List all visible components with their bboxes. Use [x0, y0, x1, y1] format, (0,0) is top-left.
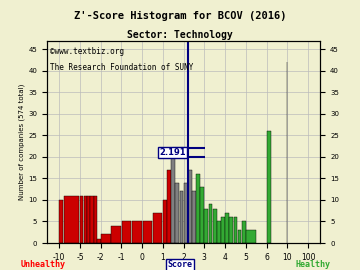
- Bar: [221, 217, 225, 243]
- Bar: [196, 174, 200, 243]
- Bar: [90, 195, 94, 243]
- Bar: [267, 131, 271, 243]
- Bar: [234, 217, 237, 243]
- Bar: [225, 213, 229, 243]
- Bar: [122, 221, 131, 243]
- Bar: [167, 170, 171, 243]
- Text: The Research Foundation of SUNY: The Research Foundation of SUNY: [50, 63, 193, 72]
- Bar: [204, 208, 208, 243]
- Bar: [153, 213, 162, 243]
- Text: Unhealthy: Unhealthy: [21, 260, 66, 269]
- Bar: [132, 221, 142, 243]
- Bar: [171, 157, 175, 243]
- Bar: [112, 226, 121, 243]
- Text: 2.191: 2.191: [159, 148, 186, 157]
- Bar: [87, 195, 90, 243]
- Bar: [64, 195, 79, 243]
- Bar: [246, 230, 256, 243]
- Bar: [84, 195, 87, 243]
- Bar: [143, 221, 152, 243]
- Text: Healthy: Healthy: [296, 260, 331, 269]
- Bar: [201, 187, 204, 243]
- Bar: [209, 204, 212, 243]
- Bar: [59, 200, 63, 243]
- Text: Z'-Score Histogram for BCOV (2016): Z'-Score Histogram for BCOV (2016): [74, 11, 286, 21]
- Bar: [94, 195, 97, 243]
- Bar: [242, 221, 246, 243]
- Bar: [184, 183, 188, 243]
- Bar: [238, 230, 242, 243]
- Bar: [188, 170, 192, 243]
- Bar: [217, 221, 221, 243]
- Bar: [163, 200, 167, 243]
- Bar: [229, 217, 233, 243]
- Bar: [97, 239, 100, 243]
- Text: Sector: Technology: Sector: Technology: [127, 30, 233, 40]
- Bar: [192, 191, 196, 243]
- Text: Score: Score: [167, 260, 193, 269]
- Text: ©www.textbiz.org: ©www.textbiz.org: [50, 46, 123, 56]
- Bar: [213, 208, 217, 243]
- Bar: [175, 183, 179, 243]
- Bar: [180, 191, 184, 243]
- Y-axis label: Number of companies (574 total): Number of companies (574 total): [19, 83, 25, 200]
- Bar: [101, 234, 111, 243]
- Bar: [80, 195, 83, 243]
